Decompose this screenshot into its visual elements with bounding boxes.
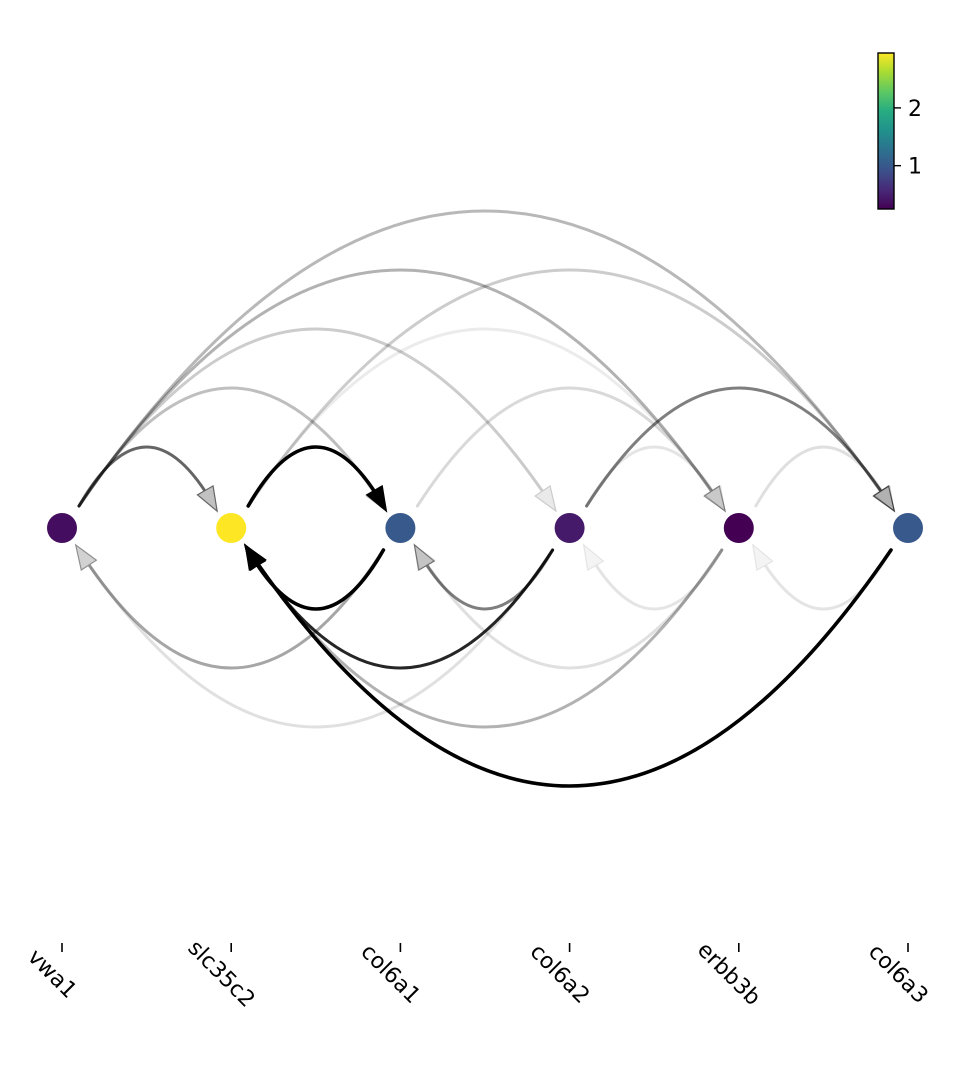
node-slc35c2 (216, 513, 247, 543)
node-col6a1 (385, 513, 416, 543)
edge-vwa1-to-col6a2 (77, 327, 557, 513)
x-axis: vwa1 slc35c2 col6a1 col6a2 erbb3b col6a3 (22, 936, 932, 1013)
edge-slc35c2-to-erbb3b (246, 327, 727, 513)
edge-erbb3b-to-col6a3 (754, 445, 895, 513)
node-col6a2 (554, 513, 585, 543)
edges-layer (74, 209, 896, 788)
edge-vwa1-to-col6a1 (77, 386, 388, 513)
x-tick-label-vwa1: vwa1 (22, 945, 81, 1004)
edge-col6a2-to-erbb3b (585, 445, 726, 513)
edge-slc35c2-to-col6a1 (246, 445, 388, 513)
edge-erbb3b-to-col6a2 (582, 543, 724, 611)
edge-col6a1-to-erbb3b (415, 386, 726, 513)
x-tick-label-col6a2: col6a2 (525, 939, 594, 1008)
x-tick-label-slc35c2: slc35c2 (183, 936, 260, 1013)
edge-erbb3b-to-col6a1 (413, 543, 724, 670)
edge-col6a1-to-vwa1 (74, 543, 385, 670)
x-tick-label-col6a1: col6a1 (356, 939, 425, 1008)
x-tick-label-erbb3b: erbb3b (692, 938, 765, 1011)
node-erbb3b (723, 513, 754, 543)
edge-col6a3-to-slc35c2 (243, 543, 893, 788)
nodes-layer (47, 513, 923, 543)
colorbar-tick-label-1: 1 (908, 155, 922, 180)
edge-vwa1-to-erbb3b (77, 268, 727, 513)
edge-vwa1-to-slc35c2 (77, 445, 219, 513)
colorbar-tick-label-2: 2 (908, 97, 922, 122)
edge-col6a2-to-col6a3 (585, 386, 896, 513)
node-col6a3 (893, 513, 923, 543)
x-tick-label-col6a3: col6a3 (863, 939, 932, 1008)
colorbar-gradient (877, 52, 895, 210)
node-vwa1 (47, 513, 77, 543)
colorbar: 12 (877, 52, 922, 210)
edge-col6a2-to-vwa1 (74, 543, 555, 729)
